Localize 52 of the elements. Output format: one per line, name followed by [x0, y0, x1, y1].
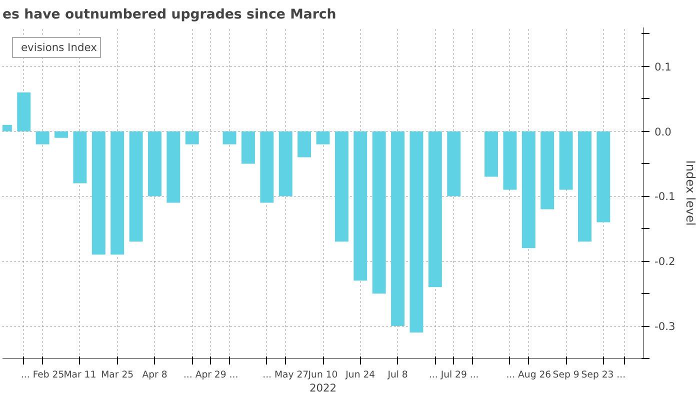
- y-tick-label: -0.2: [654, 255, 676, 268]
- chart-title: es have outnumbered upgrades since March: [2, 8, 336, 22]
- y-axis-title: Index level: [683, 160, 698, 226]
- bar: [578, 131, 592, 242]
- x-tick-label: Apr 8: [142, 370, 168, 380]
- bar: [503, 131, 517, 190]
- bar: [92, 131, 106, 255]
- bar: [17, 92, 31, 132]
- y-tick-label: 0.0: [654, 125, 672, 138]
- y-tick-label: 0.1: [654, 60, 672, 74]
- bar: [540, 131, 554, 210]
- bar: [110, 131, 124, 255]
- bar: [54, 131, 68, 138]
- bar: [129, 131, 143, 242]
- bar: [447, 131, 461, 196]
- text: evisions Index: [21, 41, 97, 54]
- x-tick-label: ... Aug 26: [506, 370, 552, 380]
- x-tick-label: Jun 10: [307, 370, 338, 380]
- bar: [278, 131, 292, 196]
- bar: [222, 131, 236, 144]
- bar: [372, 131, 386, 294]
- bar: [241, 131, 255, 164]
- bar: [354, 131, 368, 281]
- bar: [298, 131, 312, 158]
- bar: [522, 131, 536, 248]
- bar: [260, 131, 274, 203]
- bar: [428, 131, 442, 288]
- bar: [596, 131, 610, 222]
- bar: [148, 131, 162, 196]
- bar: [484, 131, 498, 177]
- bar: [73, 131, 87, 184]
- x-tick-label: Sep 23 ...: [581, 370, 626, 380]
- bar: [334, 131, 348, 242]
- x-tick-label: Jun 24: [344, 370, 376, 380]
- x-tick-label: ... Feb 25: [20, 370, 64, 380]
- x-tick-label: Mar 25: [101, 370, 134, 380]
- x-tick-label: ... Jul 29 ...: [428, 370, 479, 380]
- x-tick-label: Mar 11: [64, 370, 96, 380]
- bar: [410, 131, 424, 333]
- y-tick-label: -0.3: [654, 320, 676, 334]
- x-tick-label: ... Apr 29 ...: [183, 370, 238, 380]
- x-tick-label: Jul 8: [386, 370, 408, 380]
- bar: [166, 131, 180, 203]
- x-tick-label: Sep 9: [552, 370, 580, 380]
- bar: [391, 131, 405, 326]
- bar: [36, 131, 50, 144]
- bar: [185, 131, 199, 144]
- x-axis-title: 2022: [309, 382, 337, 394]
- bar: [559, 131, 573, 190]
- x-tick-label: ... May 27: [262, 370, 309, 380]
- y-tick-label: -0.1: [654, 190, 676, 204]
- bar: [316, 131, 330, 144]
